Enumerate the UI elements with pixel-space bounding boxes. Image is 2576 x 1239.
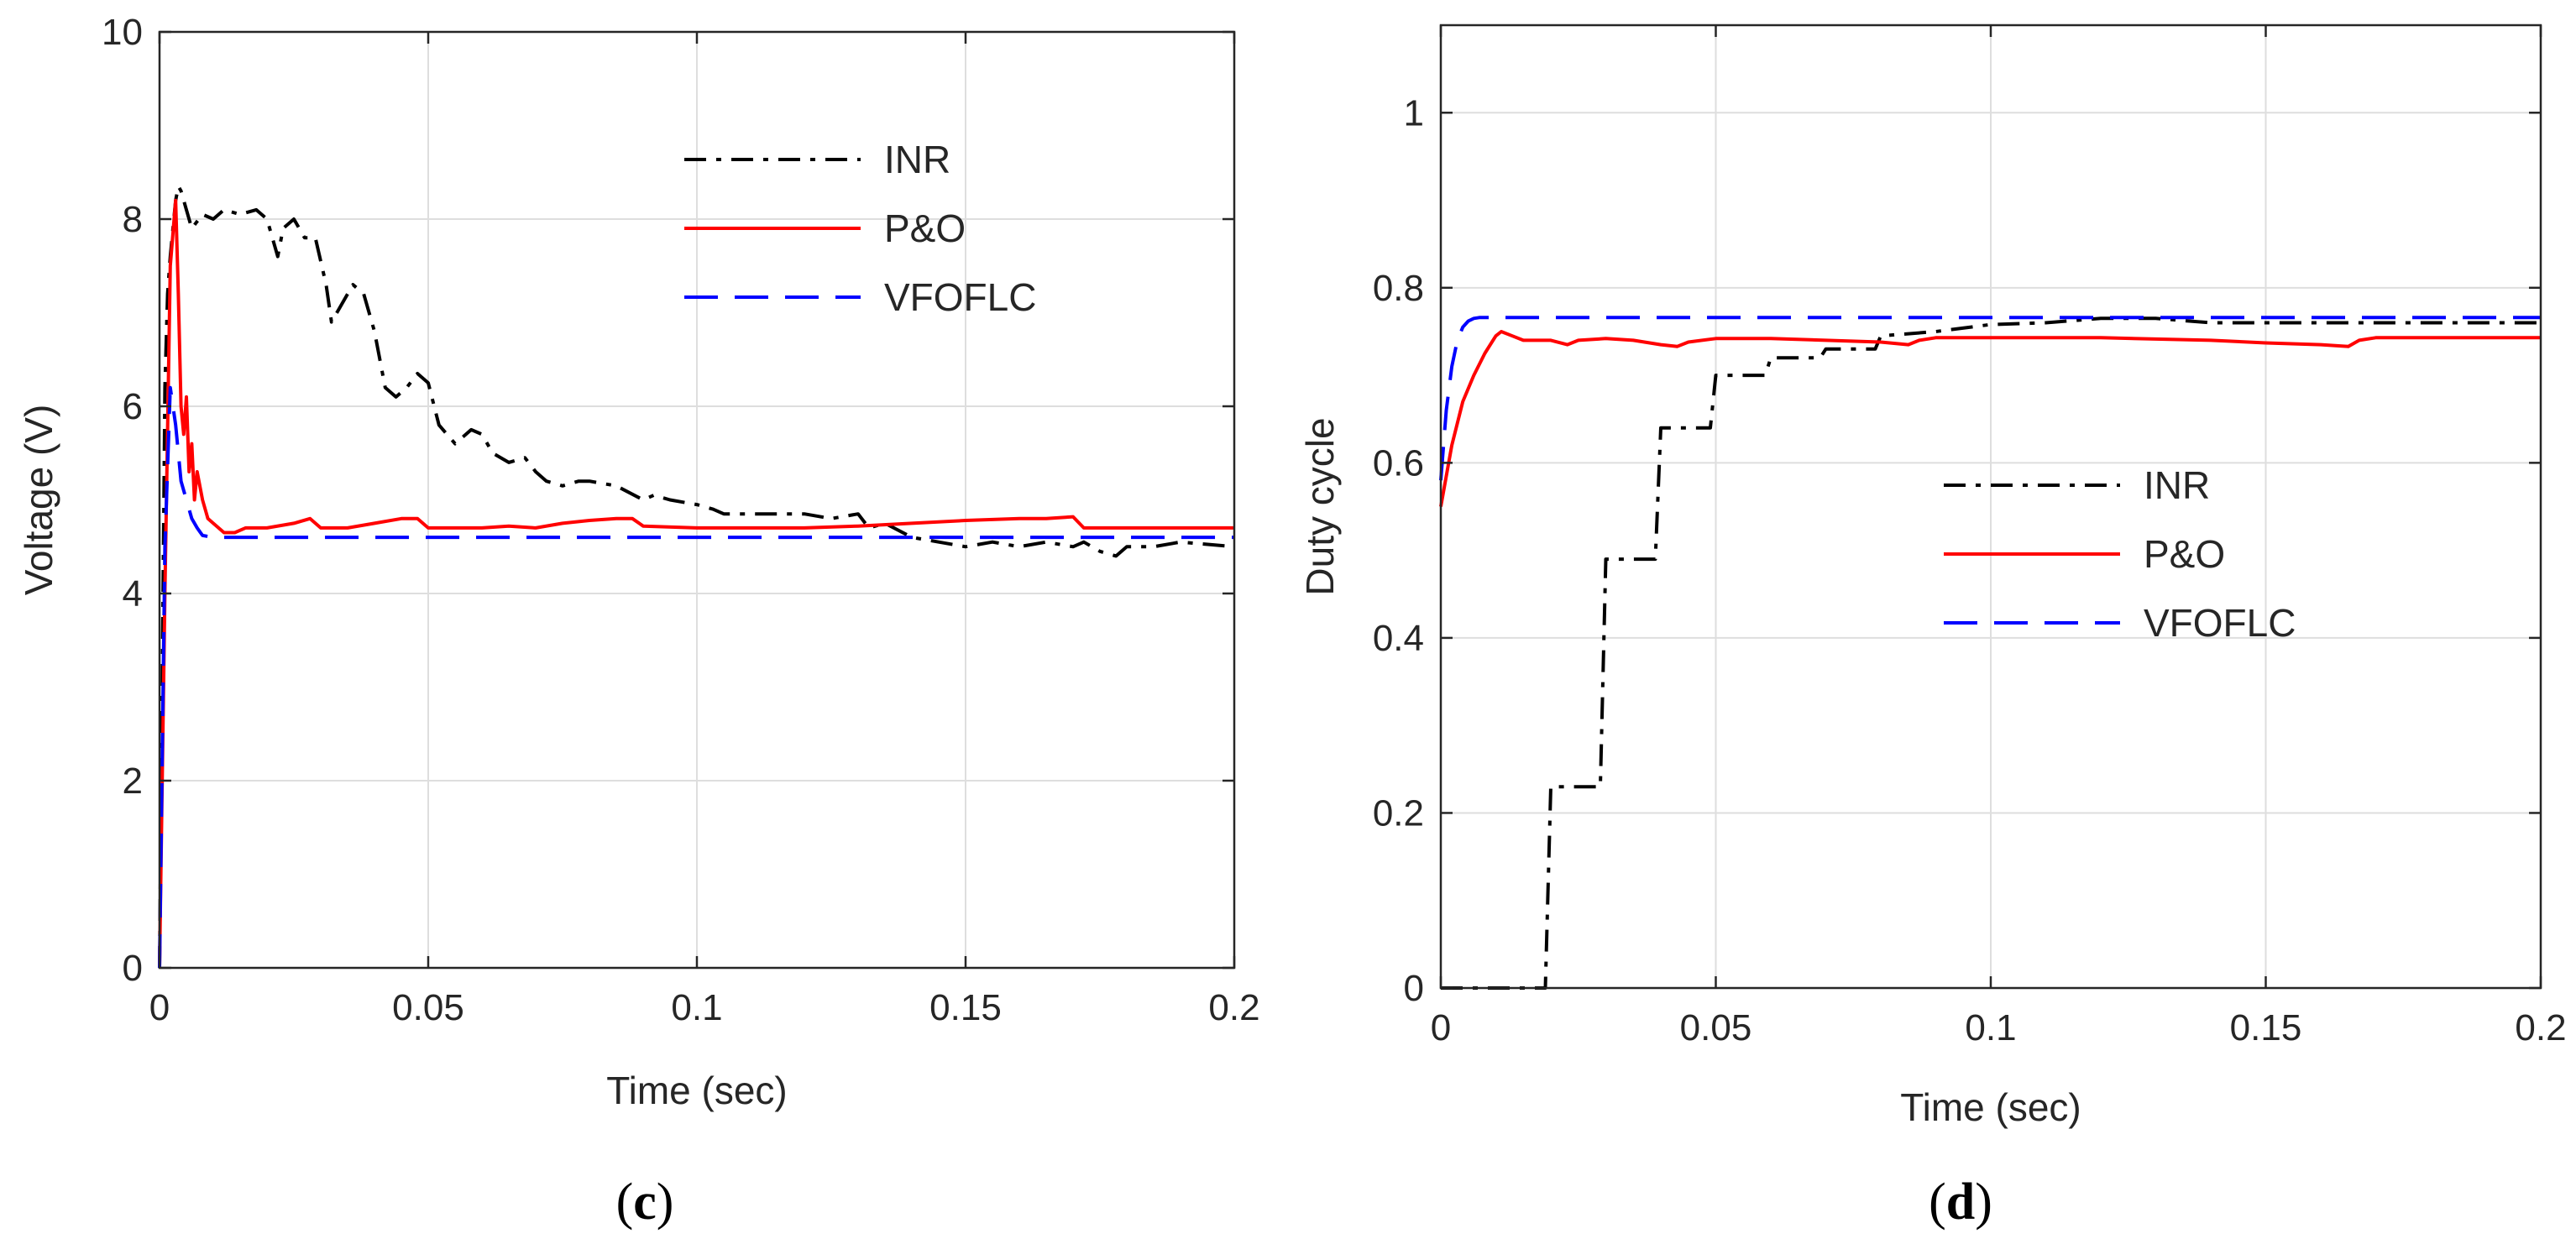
y-tick-label: 0.2	[1373, 792, 1424, 834]
caption-d-letter: d	[1946, 1174, 1975, 1231]
y-tick-label: 4	[123, 573, 143, 614]
y-axis-label: Voltage (V)	[17, 405, 60, 596]
x-tick-label: 0	[1431, 1007, 1451, 1048]
y-tick-label: 0.6	[1373, 442, 1424, 484]
chart-panel-c: 0 0.05 0.1 0.15 0.2 0 2 4 6 8 10 Time (sec) Voltage …	[17, 12, 1260, 1112]
x-tick-label: 0.15	[2230, 1007, 2302, 1048]
series-line-inr	[158, 185, 1235, 969]
series-line-p-o	[1439, 330, 2541, 507]
caption-d-open: (	[1929, 1174, 1946, 1231]
x-tick-label: 0.1	[671, 987, 722, 1028]
y-tick-label: 0.8	[1373, 268, 1424, 309]
y-tick-label: 1	[1404, 92, 1424, 133]
x-tick-label: 0.1	[1965, 1007, 2016, 1048]
legend-label-vfoflc: VFOFLC	[884, 275, 1036, 319]
y-axis-label: Duty cycle	[1298, 417, 1342, 595]
y-tick-label: 0	[1404, 968, 1424, 1009]
x-axis-label: Time (sec)	[1900, 1085, 2081, 1129]
legend-label-vfoflc: VFOFLC	[2144, 601, 2296, 645]
legend-label-p-o: P&O	[884, 206, 966, 250]
x-tick-label: 0.2	[1208, 987, 1259, 1028]
legend-label-inr: INR	[884, 138, 950, 181]
series-line-inr	[1441, 316, 2541, 990]
y-tick-label: 0	[123, 948, 143, 989]
legend: INR P&O VFOFLC	[1944, 463, 2296, 645]
chart-panel-d: 0 0.05 0.1 0.15 0.2 0 0.2 0.4 0.6 0.8 1 Time (sec) D…	[1298, 24, 2567, 1129]
caption-d: (d)	[1929, 1174, 1992, 1231]
x-tick-label: 0.15	[929, 987, 1002, 1028]
caption-d-close: )	[1975, 1174, 1992, 1231]
x-tick-label: 0.05	[1680, 1007, 1752, 1048]
x-axis-label: Time (sec)	[606, 1069, 788, 1112]
legend: INR P&O VFOFLC	[684, 138, 1036, 319]
x-tick-label: 0.2	[2515, 1007, 2566, 1048]
y-tick-label: 0.4	[1373, 618, 1424, 659]
y-tick-label: 10	[102, 12, 143, 53]
caption-c: (c)	[616, 1174, 674, 1231]
caption-c-open: (	[616, 1174, 634, 1231]
series-line-vfoflc	[158, 385, 1234, 969]
y-tick-label: 2	[123, 761, 143, 802]
caption-c-close: )	[657, 1174, 674, 1231]
series-line-vfoflc	[1439, 316, 2541, 481]
x-tick-label: 0.05	[392, 987, 464, 1028]
caption-c-letter: c	[633, 1174, 657, 1231]
legend-label-p-o: P&O	[2144, 532, 2225, 576]
y-tick-label: 8	[123, 199, 143, 240]
series-line-p-o	[158, 198, 1234, 969]
legend-label-inr: INR	[2144, 463, 2210, 507]
y-tick-label: 6	[123, 386, 143, 427]
x-tick-label: 0	[149, 987, 170, 1028]
